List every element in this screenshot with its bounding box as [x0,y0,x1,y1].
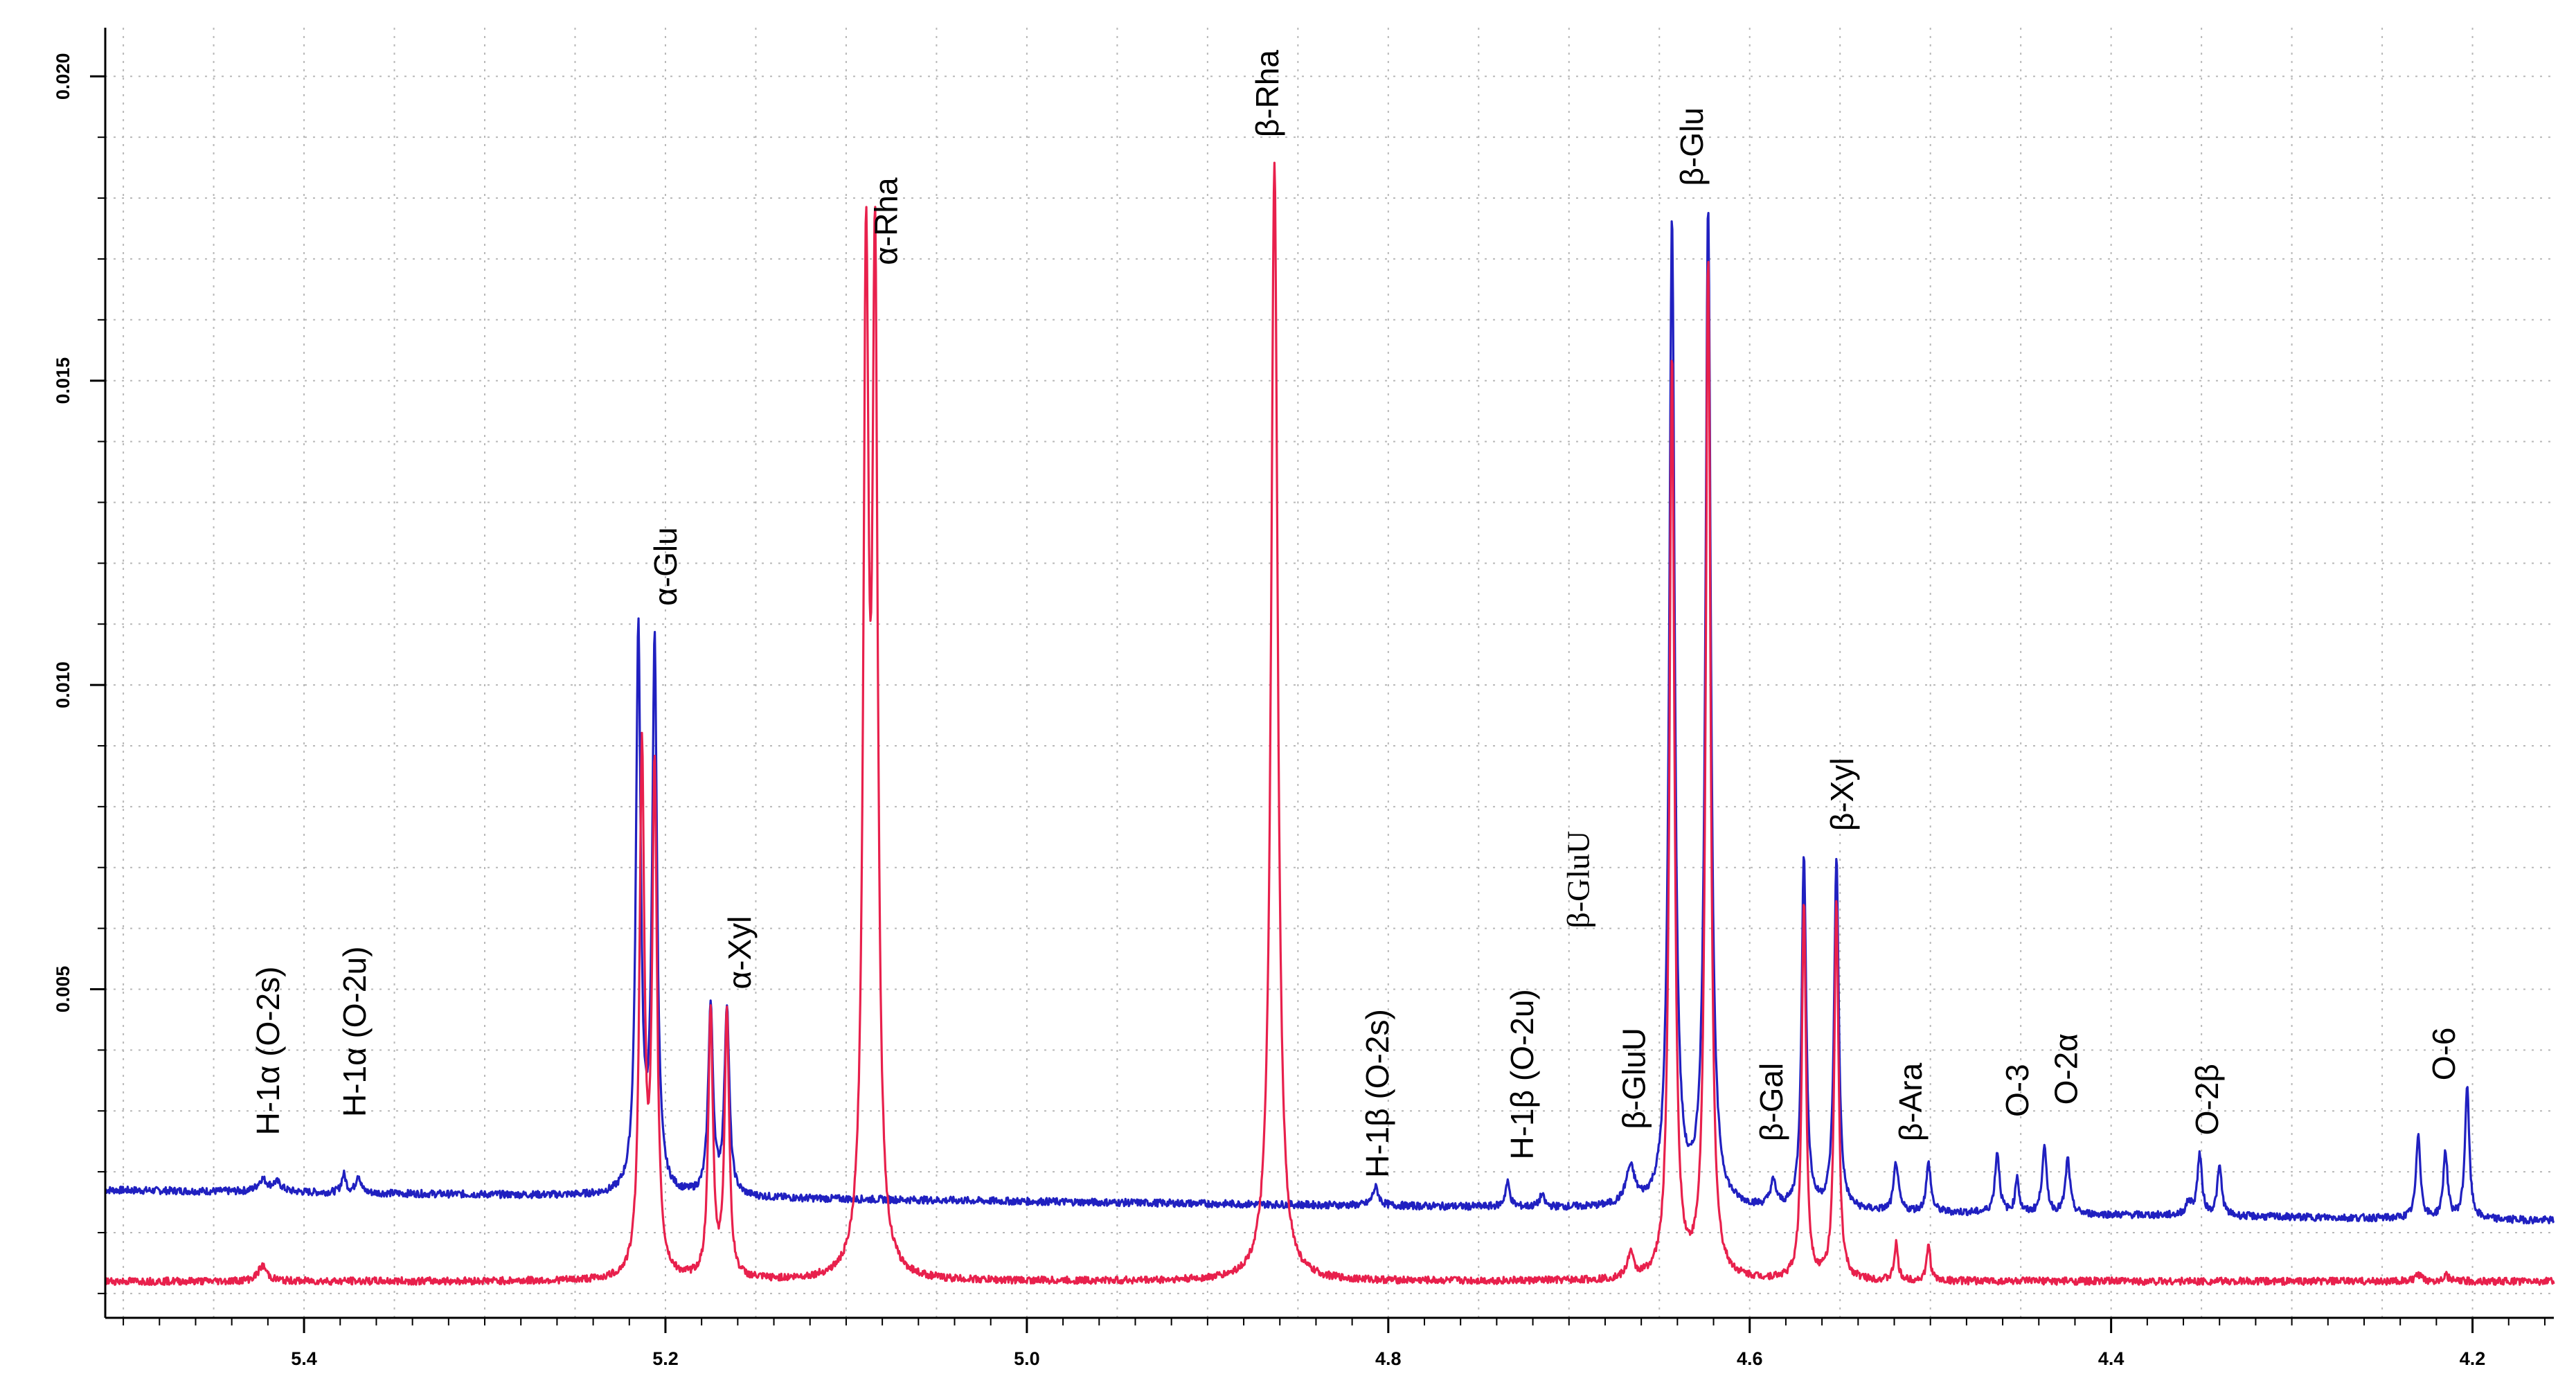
peak-label: O-6 [2426,1028,2462,1081]
y-tick-label: 0.020 [53,53,73,100]
peak-label: H-1β (O-2s) [1359,1009,1395,1178]
x-tick-label: 4.4 [2098,1348,2125,1369]
peak-label: β-Ara [1893,1062,1929,1141]
x-tick-label: 4.2 [2460,1348,2486,1369]
peak-label: H-1β (O-2u) [1504,989,1540,1159]
peak-label: α-Glu [647,527,683,606]
red-spectrum-line [104,161,2555,1286]
x-tick-label: 4.6 [1737,1348,1763,1369]
x-tick-label: 4.8 [1375,1348,1402,1369]
peak-label: O-2β [2189,1064,2225,1135]
peak-label: O-3 [1999,1064,2035,1117]
blue-spectrum-line [105,212,2555,1225]
grid-lines [105,28,2554,1318]
x-tick-label: 5.0 [1014,1348,1040,1369]
axes: 5.4 5.2 5.0 4.8 4.6 4.4 4.2 0.005 0.010 0.015 0.02… [53,28,2554,1369]
peak-label: α-Xyl [722,916,758,990]
peak-label: β-Gal [1753,1063,1789,1141]
x-tick-label: 5.4 [291,1348,317,1369]
x-tick-label: 5.2 [652,1348,679,1369]
peak-label: H-1α (O-2s) [250,967,286,1136]
peak-label: β-Glu [1674,107,1710,186]
peak-label: α-Rha [868,177,904,265]
spectrum-traces [104,161,2555,1286]
peak-labels: H-1α (O-2s) H-1α (O-2u) α-Glu α-Xyl α-Rha β-R… [250,50,2462,1178]
peak-label: β-Rha [1249,50,1285,138]
peak-label: β-GluU [1560,831,1595,929]
y-tick-label: 0.005 [53,966,73,1013]
peak-label: β-Xyl [1824,758,1860,831]
y-tick-label: 0.010 [53,661,73,708]
peak-label: H-1α (O-2u) [337,947,373,1117]
y-tick-label: 0.015 [53,357,73,404]
peak-label: O-2α [2048,1033,2084,1105]
peak-label: β-GluU [1616,1028,1652,1129]
